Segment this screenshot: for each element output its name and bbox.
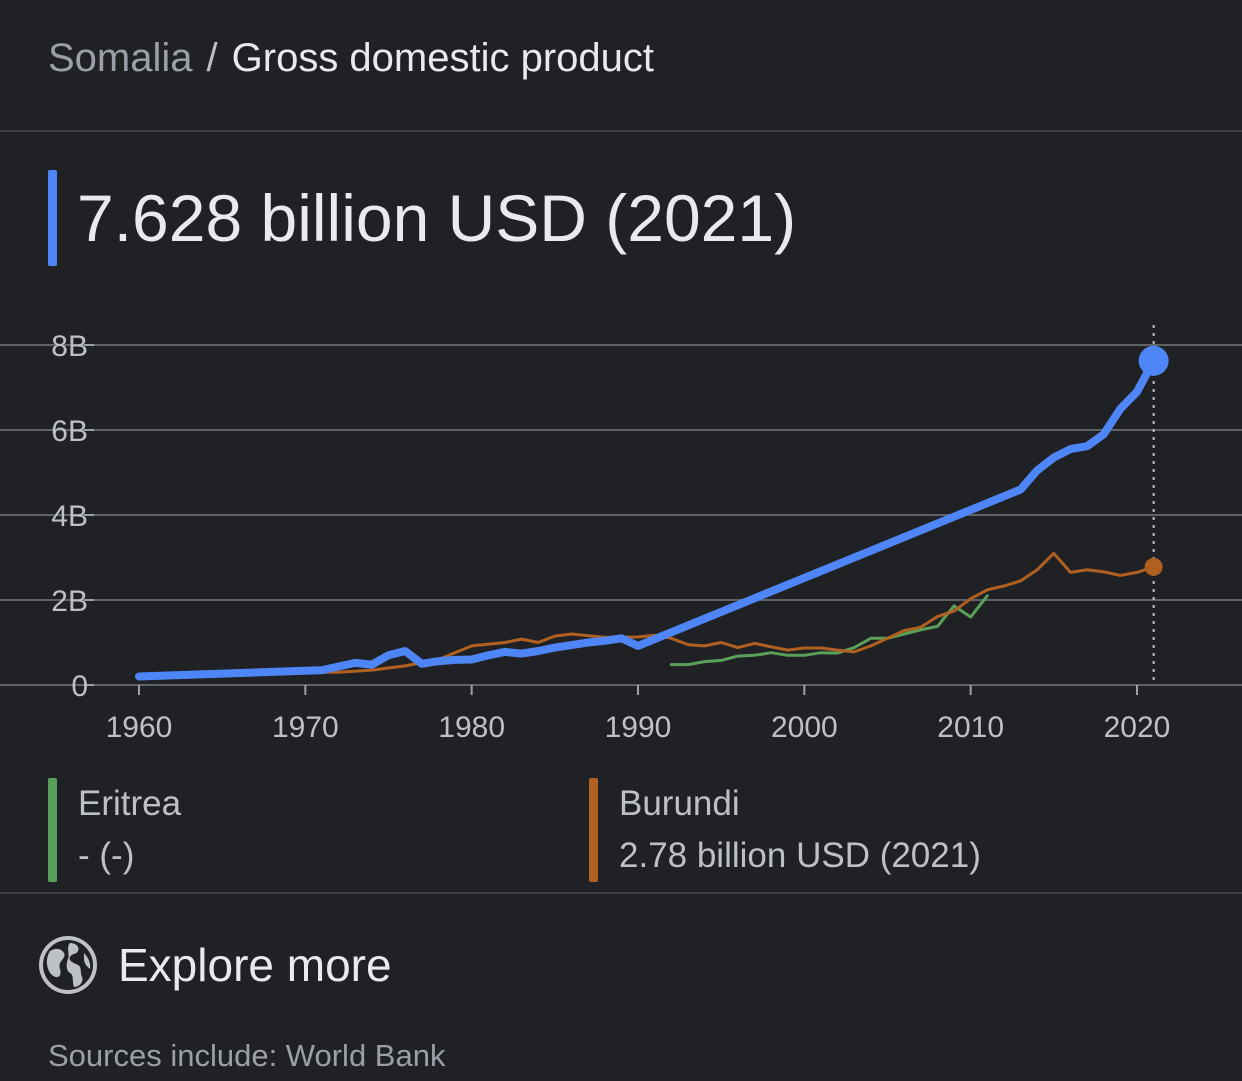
explore-more-label: Explore more [118, 939, 392, 991]
y-tick-label: 2B [51, 585, 88, 618]
x-tick-label: 1970 [272, 711, 339, 744]
divider-bottom [0, 892, 1242, 894]
legend-burundi[interactable]: Burundi 2.78 billion USD (2021) [589, 778, 981, 882]
breadcrumb-separator: / [206, 36, 218, 80]
legend-burundi-color-bar [589, 778, 598, 882]
series-burundi-line [137, 551, 1156, 678]
series-somalia-endpoint [1138, 345, 1169, 376]
x-tick-label: 2010 [937, 711, 1004, 744]
gdp-line-chart[interactable]: 0 2B 4B 6B 8B 1960 1970 1980 1990 2000 2010 2020 [0, 300, 1242, 760]
x-tick-label: 1990 [605, 711, 672, 744]
legend-eritrea-name: Eritrea [78, 784, 182, 823]
y-tick-label: 0 [71, 670, 88, 703]
headline: 7.628 billion USD (2021) [48, 170, 796, 266]
x-tick-label: 1960 [106, 711, 173, 744]
x-tick-label: 2000 [771, 711, 838, 744]
headline-value: 7.628 billion USD (2021) [77, 181, 797, 255]
series-eritrea-line [669, 594, 989, 667]
explore-more-button[interactable]: Explore more [36, 932, 392, 998]
sources-text: Sources include: World Bank [48, 1038, 446, 1073]
series-burundi-endpoint [1144, 557, 1163, 576]
headline-color-bar [48, 170, 57, 266]
x-tick-label: 2020 [1104, 711, 1171, 744]
y-tick-label: 4B [51, 500, 88, 533]
legend-eritrea-color-bar [48, 778, 57, 882]
globe-icon [39, 936, 97, 994]
legend-eritrea-value: - (-) [78, 836, 135, 875]
legend-eritrea[interactable]: Eritrea - (-) [48, 778, 181, 882]
legend-burundi-value: 2.78 billion USD (2021) [619, 836, 981, 875]
breadcrumb-metric: Gross domestic product [231, 36, 655, 80]
y-tick-label: 8B [51, 330, 88, 363]
legend-burundi-name: Burundi [619, 784, 740, 823]
breadcrumb-country[interactable]: Somalia [48, 36, 193, 80]
y-tick-label: 6B [51, 415, 88, 448]
breadcrumb: Somalia / Gross domestic product [48, 30, 654, 86]
series-somalia-line [135, 356, 1158, 681]
divider-top [0, 130, 1242, 132]
x-tick-label: 1980 [438, 711, 505, 744]
